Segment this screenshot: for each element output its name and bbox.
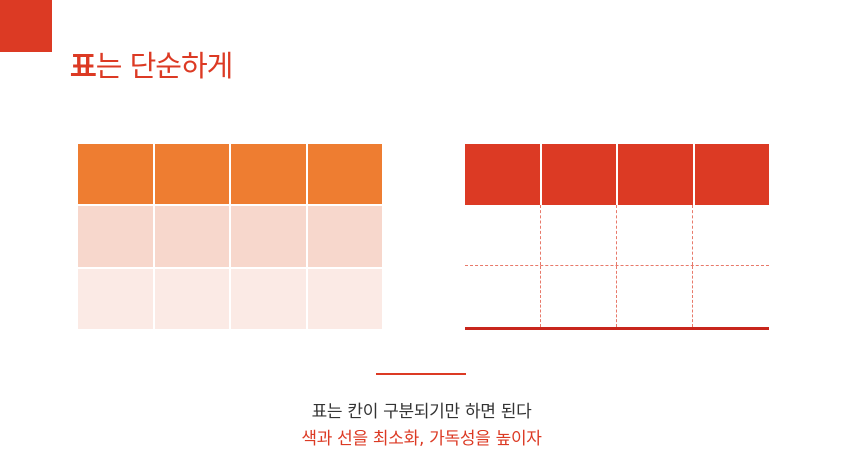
table-cell [154,206,229,267]
table-cell [541,205,617,265]
table-cell [231,144,306,205]
table-row [465,205,769,266]
title-accent: 표 [70,49,97,83]
table-cell [78,268,153,329]
table-cell [541,266,617,327]
table-bottom-rule [465,327,769,330]
table-cell [307,206,382,267]
table-cell [154,144,229,205]
table-cell [78,144,153,205]
table-cell [231,268,306,329]
caption-line-2: 색과 선을 최소화, 가독성을 높이자 [301,429,542,449]
table-cell [693,205,769,265]
caption-divider [376,373,466,375]
table-cell [231,206,306,267]
table-cell [154,268,229,329]
caption-line-1: 표는 칸이 구분되기만 하면 된다 [311,402,532,422]
table-cell [307,268,382,329]
table-header-row [465,144,769,205]
title-rest: 는 단순하게 [95,49,234,83]
table-cell [307,144,382,205]
table-cell [465,266,541,327]
slide-title: 표는 단순하게 [70,46,234,86]
table-header-cell [541,144,616,205]
table-header-cell [618,144,693,205]
table-header-cell [694,144,769,205]
table-cell [693,266,769,327]
table-header-cell [465,144,540,205]
example-table-filled [78,144,382,329]
table-row [465,266,769,327]
table-cell [78,206,153,267]
table-cell [617,266,693,327]
table-cell [617,205,693,265]
example-table-minimal [465,144,769,330]
corner-accent-block [0,0,52,52]
table-cell [465,205,541,265]
